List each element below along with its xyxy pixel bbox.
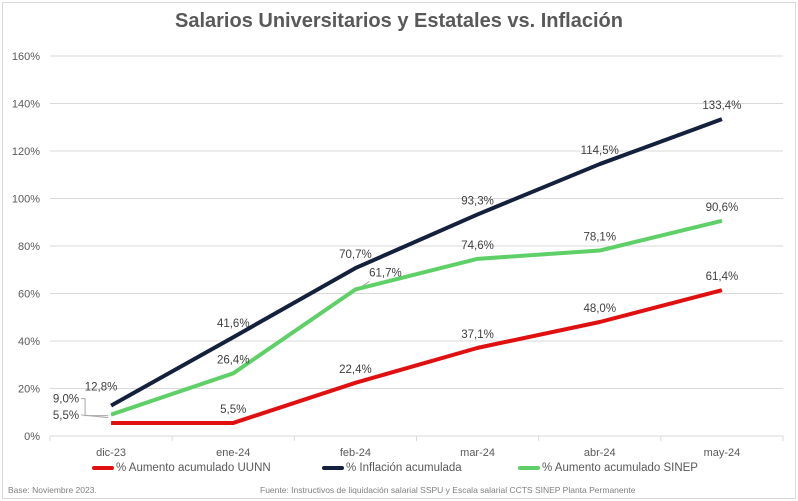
legend-swatch-sinep [518,466,540,470]
y-tick-label: 80% [18,241,40,253]
y-tick-label: 100% [12,194,40,206]
data-label-uunn: 48,0% [583,303,616,315]
footer-source: Fuente: Instructivos de liquidación sala… [260,485,636,495]
y-tick-label: 0% [24,431,40,443]
data-label-uunn: 37,1% [461,329,494,341]
y-tick-label: 140% [12,99,40,111]
series-line-inflacion [110,117,723,408]
leader-line [81,398,109,417]
legend-swatch-inflacion [322,466,344,470]
data-label-uunn: 61,4% [706,271,739,283]
data-label-sinep: 90,6% [706,202,739,214]
data-label-sinep: 78,1% [583,232,616,244]
data-label-inflacion: 114,5% [581,145,619,157]
data-label-inflacion: 41,6% [217,318,250,330]
data-label-inflacion: 133,4% [702,100,741,112]
x-tick-label: dic-23 [96,447,126,459]
footer-base: Base: Noviembre 2023. [8,485,97,495]
x-tick-label: mar-24 [460,447,495,459]
data-label-uunn: 22,4% [339,364,372,376]
x-tick-label: abr-24 [584,447,616,459]
x-tick-label: feb-24 [340,447,371,459]
leader-line [81,414,109,419]
legend-item-inflacion: % Inflación acumulada [322,462,462,474]
y-tick-label: 20% [18,384,40,396]
y-tick-label: 40% [18,336,40,348]
y-tick-label: 160% [12,51,40,63]
x-tick-label: may-24 [704,447,741,459]
chart-title: Salarios Universitarios y Estatales vs. … [175,10,623,32]
x-tick-label: ene-24 [216,447,250,459]
data-label-uunn: 5,5% [220,404,246,416]
series-line-uunn [111,288,723,425]
data-label-uunn: 5,5% [53,410,79,422]
data-label-inflacion: 70,7% [339,249,372,261]
y-tick-label: 60% [18,289,40,301]
legend-item-uunn: % Aumento acumulado UUNN [92,462,271,474]
data-label-sinep: 9,0% [53,394,79,406]
y-tick-label: 120% [12,146,40,158]
legend-swatch-uunn [92,466,114,470]
legend-label-inflacion: % Inflación acumulada [346,462,462,474]
series-line-sinep [110,218,723,417]
data-label-inflacion: 93,3% [461,195,494,207]
legend-item-sinep: % Aumento acumulado SINEP [518,462,698,474]
data-label-inflacion: 12,8% [85,382,118,394]
data-label-sinep: 74,6% [461,240,494,252]
legend-label-sinep: % Aumento acumulado SINEP [542,462,698,474]
legend-label-uunn: % Aumento acumulado UUNN [116,462,271,474]
data-label-sinep: 61,7% [369,267,402,279]
data-label-sinep: 26,4% [217,354,250,366]
